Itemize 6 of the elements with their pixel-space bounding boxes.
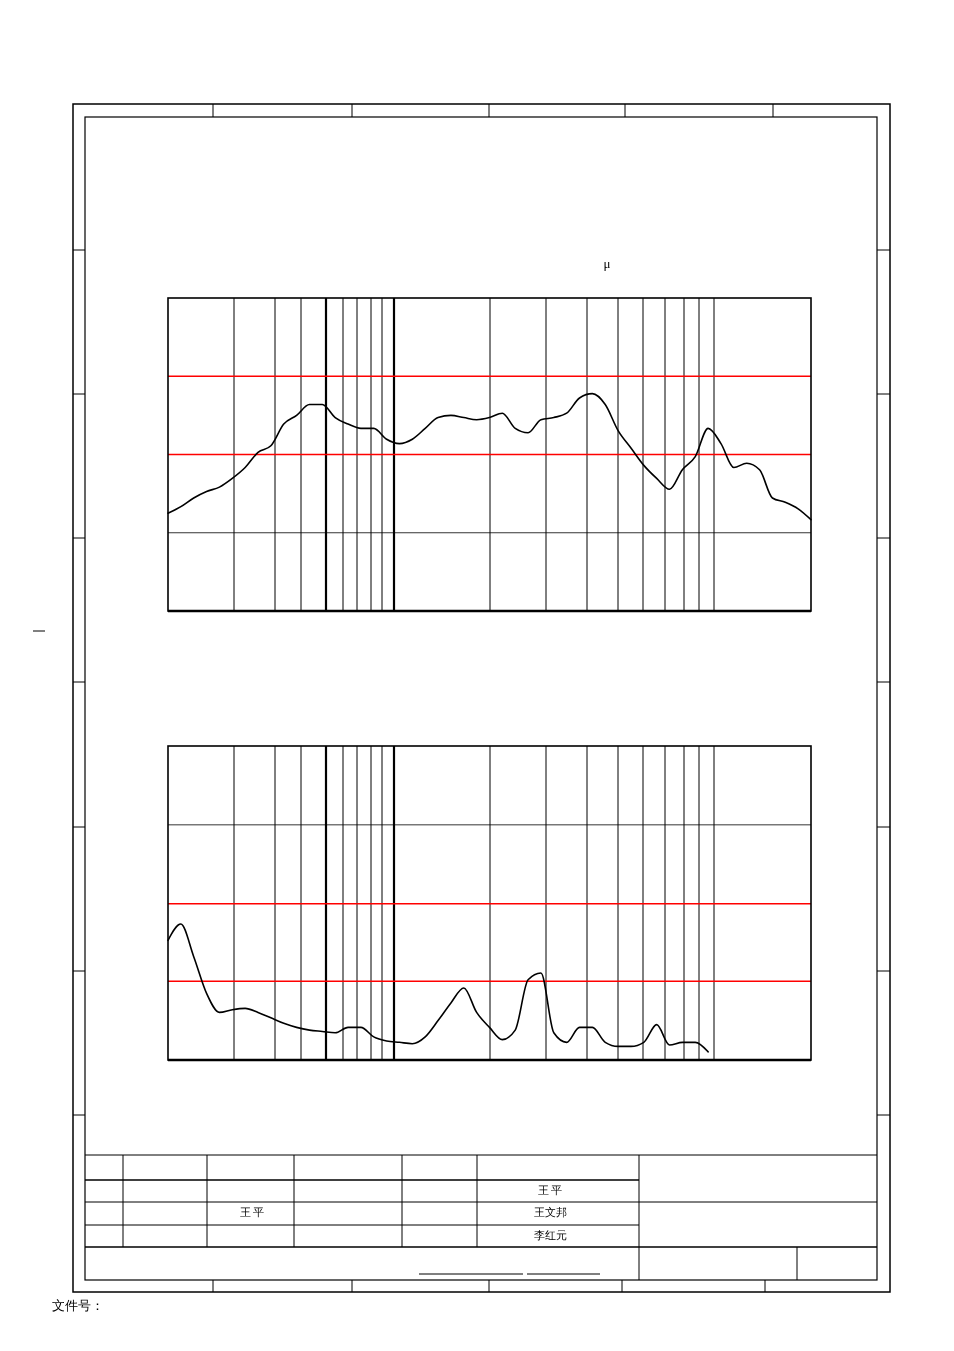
text: 王 平 [537,1184,563,1196]
text: 文件号： [52,1298,104,1313]
chart-title: μ [603,256,611,271]
text: 王文邦 [533,1206,567,1218]
text: 王 平 [239,1206,265,1218]
text: 李红元 [533,1229,567,1241]
